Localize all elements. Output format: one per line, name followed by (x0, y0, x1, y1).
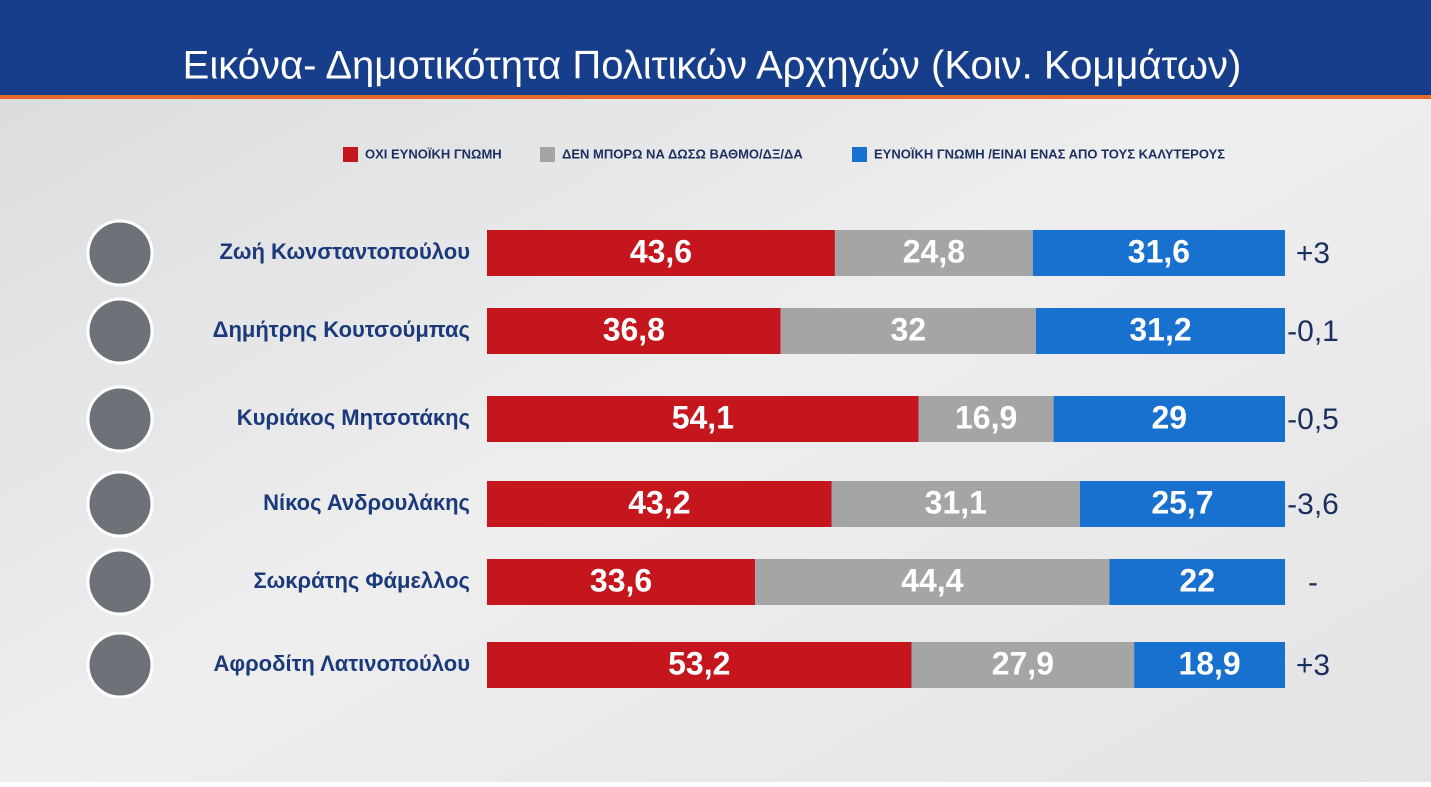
value-label: 22 (1179, 562, 1215, 598)
value-label: 32 (891, 311, 927, 347)
legend-swatch (540, 147, 555, 162)
avatar (86, 631, 154, 699)
value-label: 36,8 (603, 311, 665, 347)
bar-segment (487, 230, 835, 276)
avatar (86, 385, 154, 453)
value-label: 25,7 (1151, 484, 1213, 520)
value-label: 29 (1151, 399, 1187, 435)
chart-title: Εικόνα- Δημοτικότητα Πολιτικών Αρχηγών (… (183, 44, 1242, 88)
category-label: Νίκος Ανδρουλάκης (263, 490, 470, 515)
bar-segment (487, 396, 919, 442)
avatar (86, 548, 154, 616)
legend-label: ΟΧΙ ΕΥΝΟΪΚΗ ΓΝΩΜΗ (365, 146, 502, 161)
value-label: 27,9 (992, 645, 1054, 681)
header-stripe (0, 95, 1431, 99)
value-label: 24,8 (903, 233, 965, 269)
category-label: Κυριάκος Μητσοτάκης (237, 405, 470, 430)
change-label: +3 (1296, 649, 1330, 682)
bar-segment (834, 230, 1033, 276)
bar-segment (1134, 642, 1285, 688)
bar-segment (831, 481, 1080, 527)
avatar (86, 219, 154, 287)
value-label: 16,9 (955, 399, 1017, 435)
bar-segment (755, 559, 1110, 605)
bar-segment (487, 559, 756, 605)
legend-swatch (852, 147, 867, 162)
bar-segment (1109, 559, 1285, 605)
bar-segment (487, 308, 781, 354)
value-label: 31,1 (925, 484, 987, 520)
category-label: Σωκράτης Φάμελλος (253, 568, 470, 593)
bar-segment (1053, 396, 1285, 442)
bar-segment (780, 308, 1037, 354)
value-label: 31,6 (1128, 233, 1190, 269)
change-label: -3,6 (1287, 488, 1339, 521)
bar-segment (918, 396, 1054, 442)
change-label: - (1308, 566, 1318, 599)
value-label: 54,1 (672, 399, 734, 435)
avatar (86, 297, 154, 365)
legend-label: ΔΕΝ ΜΠΟΡΩ ΝΑ ΔΩΣΩ ΒΑΘΜΟ/ΔΞ/ΔΑ (562, 146, 803, 161)
header (0, 0, 1431, 95)
value-label: 53,2 (668, 645, 730, 681)
value-label: 43,6 (630, 233, 692, 269)
change-label: +3 (1296, 237, 1330, 270)
category-label: Ζωή Κωνσταντοπούλου (219, 239, 470, 264)
value-label: 43,2 (628, 484, 690, 520)
avatar (86, 470, 154, 538)
value-label: 33,6 (590, 562, 652, 598)
bar-segment (1036, 308, 1285, 354)
change-label: -0,1 (1287, 315, 1339, 348)
value-label: 31,2 (1129, 311, 1191, 347)
bar-segment (487, 642, 912, 688)
bar-segment (1032, 230, 1285, 276)
change-label: -0,5 (1287, 403, 1339, 436)
value-label: 44,4 (901, 562, 963, 598)
bar-segment (487, 481, 832, 527)
category-label: Δημήτρης Κουτσούμπας (213, 317, 470, 342)
bar-segment (911, 642, 1135, 688)
bar-segment (1079, 481, 1285, 527)
category-label: Αφροδίτη Λατινοπούλου (213, 651, 470, 676)
legend-swatch (343, 147, 358, 162)
value-label: 18,9 (1178, 645, 1240, 681)
legend-label: ΕΥΝΟΪΚΗ ΓΝΩΜΗ /ΕΙΝΑΙ ΕΝΑΣ ΑΠΟ ΤΟΥΣ ΚΑΛΥΤ… (874, 146, 1225, 161)
